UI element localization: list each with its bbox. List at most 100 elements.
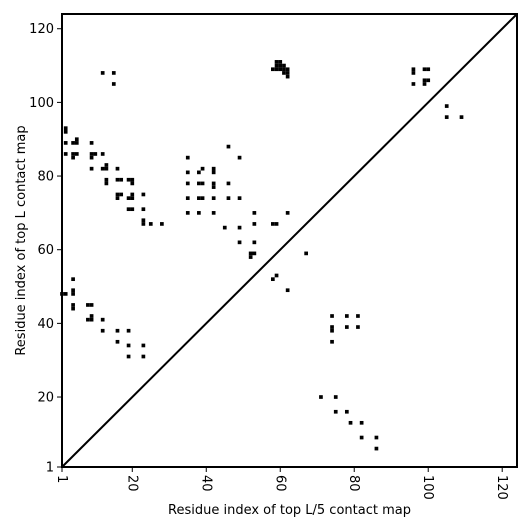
contact-cell	[237, 225, 242, 230]
x-tick-label: 1	[54, 475, 69, 483]
contact-cell	[185, 196, 190, 200]
contact-cell	[71, 277, 75, 282]
contact-cell	[100, 152, 105, 156]
contact-cell	[63, 126, 68, 131]
contact-cell	[126, 328, 131, 333]
contact-cell	[185, 155, 190, 160]
contact-cell	[89, 166, 94, 171]
contact-cell	[274, 222, 279, 226]
contact-cell	[200, 196, 205, 200]
contact-cell	[359, 435, 364, 440]
contact-cell	[211, 185, 216, 189]
contact-cell	[89, 303, 94, 307]
contact-cell	[304, 251, 308, 256]
contact-cell	[100, 166, 105, 171]
contact-cell	[237, 196, 242, 200]
y-tick-label: 100	[29, 96, 54, 111]
contact-cell	[285, 211, 290, 215]
contact-cell	[252, 240, 257, 245]
contact-cell	[211, 170, 216, 175]
contact-cell	[271, 67, 275, 72]
contact-cell	[71, 152, 75, 156]
contact-cell	[111, 82, 116, 86]
x-tick-label: 80	[346, 475, 361, 492]
y-tick-label: 1	[46, 461, 54, 476]
contact-cell	[330, 314, 334, 318]
contact-cell	[141, 207, 146, 212]
contact-cell	[374, 446, 379, 451]
contact-cell	[185, 170, 190, 175]
contact-cell	[63, 141, 68, 145]
contact-cell	[248, 255, 253, 259]
x-tick-label: 40	[198, 475, 213, 492]
contact-cell	[115, 196, 120, 200]
contact-cell	[115, 166, 120, 171]
contact-cell	[248, 251, 253, 256]
contact-cell	[104, 181, 109, 186]
contact-cell	[200, 166, 205, 171]
contact-cell	[130, 181, 135, 186]
contact-cell	[274, 60, 279, 64]
contact-cell	[197, 181, 201, 186]
contact-cell	[71, 288, 75, 293]
contact-cell	[93, 152, 98, 156]
contact-cell	[222, 225, 227, 230]
contact-cell	[252, 222, 257, 226]
contact-cell	[285, 67, 290, 72]
contact-cell	[226, 181, 231, 186]
contact-cell	[271, 277, 275, 282]
contact-cell	[330, 325, 334, 329]
contact-cell	[344, 314, 349, 318]
contact-cell	[330, 328, 334, 333]
contact-cell	[71, 141, 75, 145]
contact-cell	[89, 314, 94, 318]
contact-cell	[344, 409, 349, 414]
contact-cell	[104, 177, 109, 182]
contact-cell	[282, 71, 286, 75]
contact-cell	[141, 218, 146, 223]
contact-cell	[356, 325, 360, 329]
contact-cell	[285, 74, 290, 79]
contact-cell	[211, 196, 216, 200]
contact-cell	[148, 222, 153, 226]
contact-cell	[444, 104, 449, 108]
x-axis-label: Residue index of top L/5 contact map	[168, 503, 411, 518]
contact-cell	[252, 251, 257, 256]
contact-cell	[282, 67, 286, 72]
contact-cell	[252, 211, 257, 215]
contact-cell	[126, 196, 131, 200]
contact-cell	[426, 78, 431, 83]
contact-cell	[130, 192, 135, 197]
contact-cell	[63, 152, 68, 156]
contact-cell	[115, 192, 120, 197]
contact-cell	[104, 166, 109, 171]
contact-cell	[119, 192, 124, 197]
x-axis-ticks: 1 20 40 60 80 100 120	[54, 467, 509, 500]
contact-cell	[74, 152, 79, 156]
contact-cell	[71, 303, 75, 307]
contact-cell	[282, 63, 286, 68]
contact-cell	[374, 435, 379, 440]
contact-cell	[422, 67, 427, 72]
contact-cell	[330, 339, 334, 344]
contact-cell	[211, 166, 216, 171]
contact-cell	[422, 82, 427, 86]
contact-cell	[89, 152, 94, 156]
contact-cell	[130, 177, 135, 182]
contact-cell	[185, 181, 190, 186]
contact-cell	[89, 141, 94, 145]
contact-cell	[100, 328, 105, 333]
contact-cell	[271, 222, 275, 226]
y-tick-label: 40	[37, 317, 54, 332]
contact-cell	[319, 395, 323, 399]
contact-cell	[333, 395, 338, 399]
contact-cell	[274, 273, 279, 278]
contact-cell	[74, 141, 79, 145]
contact-cell	[100, 71, 105, 75]
contact-cell	[63, 292, 68, 296]
x-tick-label: 20	[124, 475, 139, 492]
contact-cell	[411, 67, 416, 72]
contact-cell	[285, 71, 290, 75]
diagonal-line	[61, 13, 518, 468]
